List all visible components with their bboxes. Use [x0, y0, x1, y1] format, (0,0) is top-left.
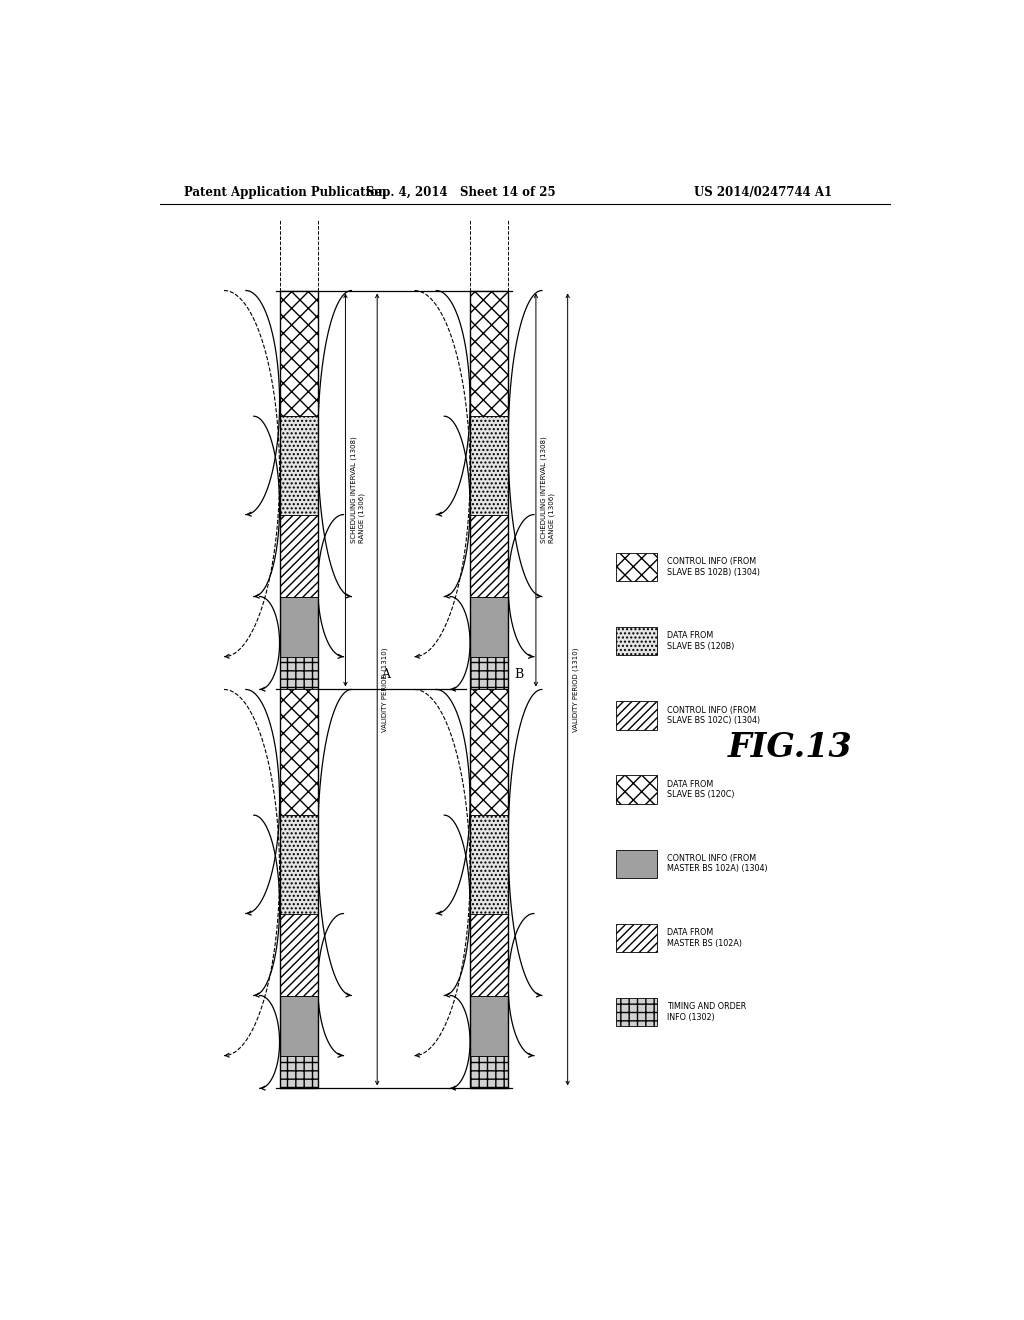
Bar: [280, 597, 317, 656]
Bar: [470, 689, 508, 816]
Text: US 2014/0247744 A1: US 2014/0247744 A1: [694, 186, 831, 199]
Bar: [470, 416, 508, 515]
Bar: [616, 924, 657, 952]
Text: DATA FROM
MASTER BS (102A): DATA FROM MASTER BS (102A): [667, 928, 741, 948]
Bar: [616, 701, 657, 730]
Bar: [470, 816, 508, 913]
Bar: [470, 515, 508, 597]
Bar: [470, 656, 508, 689]
Text: Patent Application Publication: Patent Application Publication: [183, 186, 386, 199]
Bar: [616, 850, 657, 878]
Text: Sep. 4, 2014   Sheet 14 of 25: Sep. 4, 2014 Sheet 14 of 25: [367, 186, 556, 199]
Bar: [470, 1056, 508, 1089]
Text: A: A: [381, 668, 390, 681]
Text: CONTROL INFO (FROM
SLAVE BS 102B) (1304): CONTROL INFO (FROM SLAVE BS 102B) (1304): [667, 557, 760, 577]
Bar: [280, 515, 317, 597]
Bar: [280, 656, 317, 689]
Bar: [616, 775, 657, 804]
Bar: [616, 627, 657, 656]
Bar: [280, 290, 317, 416]
Text: CONTROL INFO (FROM
SLAVE BS 102C) (1304): CONTROL INFO (FROM SLAVE BS 102C) (1304): [667, 706, 760, 725]
Bar: [280, 995, 317, 1056]
Bar: [470, 290, 508, 1089]
Bar: [280, 290, 317, 1089]
Text: TIMING AND ORDER
INFO (1302): TIMING AND ORDER INFO (1302): [667, 1002, 746, 1022]
Text: VALIDITY PERIOD (1310): VALIDITY PERIOD (1310): [382, 647, 388, 731]
Text: SCHEDULING INTERVAL (1308)
RANGE (1306): SCHEDULING INTERVAL (1308) RANGE (1306): [350, 437, 365, 544]
Text: FIG.13: FIG.13: [728, 731, 853, 764]
Text: B: B: [514, 668, 523, 681]
Bar: [280, 913, 317, 995]
Text: DATA FROM
SLAVE BS (120B): DATA FROM SLAVE BS (120B): [667, 631, 734, 651]
Bar: [470, 913, 508, 995]
Bar: [470, 290, 508, 416]
Bar: [280, 689, 317, 816]
Bar: [470, 597, 508, 656]
Text: DATA FROM
SLAVE BS (120C): DATA FROM SLAVE BS (120C): [667, 780, 734, 800]
Bar: [280, 1056, 317, 1089]
Bar: [470, 995, 508, 1056]
Text: CONTROL INFO (FROM
MASTER BS 102A) (1304): CONTROL INFO (FROM MASTER BS 102A) (1304…: [667, 854, 767, 874]
Bar: [280, 816, 317, 913]
Bar: [616, 998, 657, 1027]
Bar: [280, 416, 317, 515]
Text: VALIDITY PERIOD (1310): VALIDITY PERIOD (1310): [572, 647, 579, 731]
Bar: [616, 553, 657, 581]
Text: SCHEDULING INTERVAL (1308)
RANGE (1306): SCHEDULING INTERVAL (1308) RANGE (1306): [541, 437, 555, 544]
